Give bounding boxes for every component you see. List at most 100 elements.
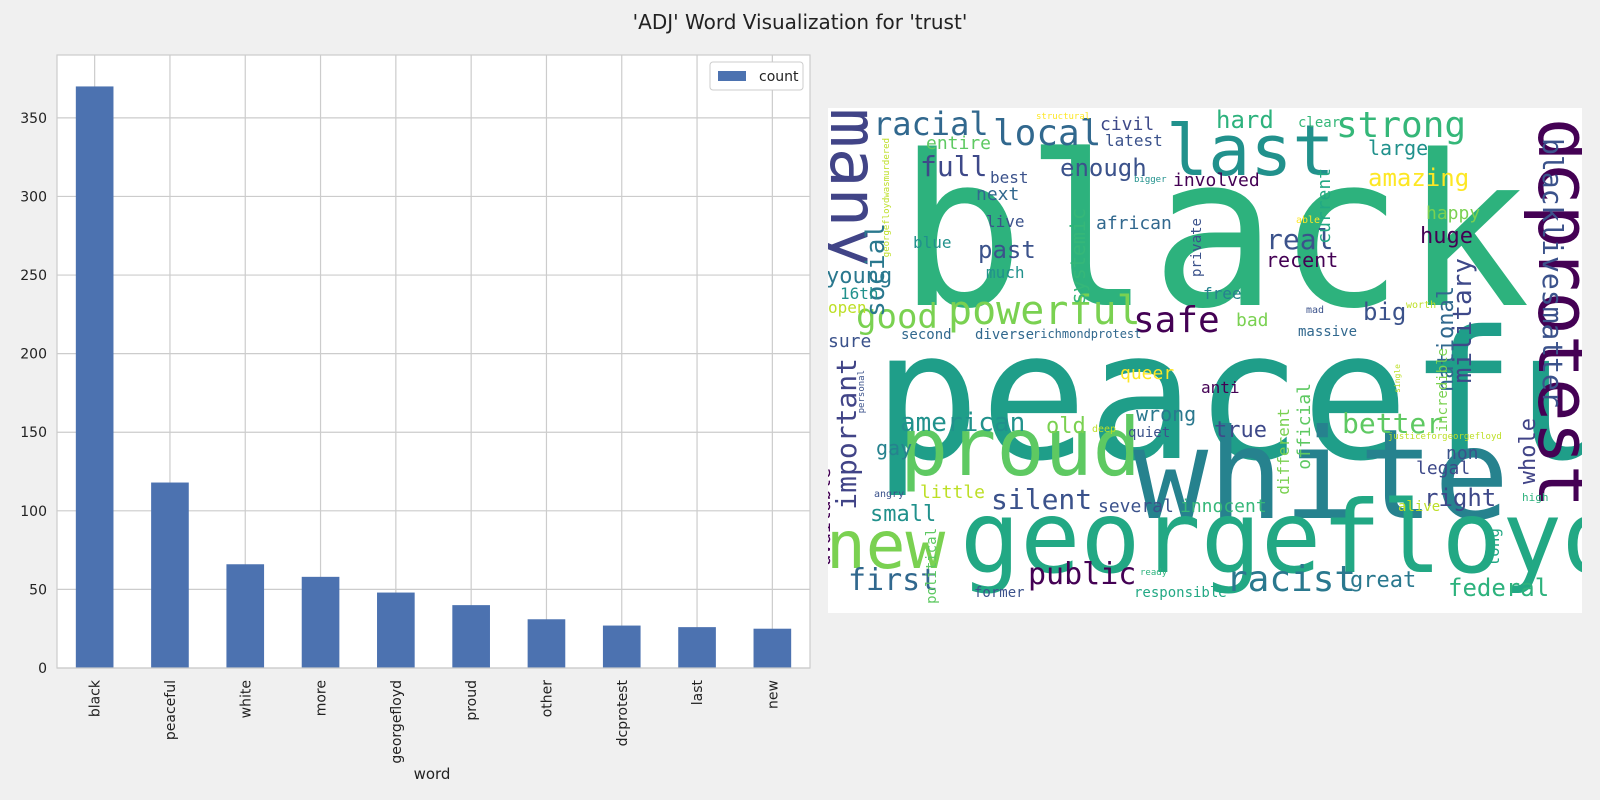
wordcloud-word: public [1028, 557, 1137, 592]
wordcloud-word: non [1446, 443, 1479, 464]
wordcloud-word: justiceforgeorgefloyd [1388, 432, 1502, 442]
wordcloud-word: big [1363, 298, 1407, 326]
wordcloud-word: bigger [1134, 175, 1167, 185]
x-tick-label: proud [464, 680, 480, 721]
wordcloud-word: blacklivesmatter [1536, 138, 1569, 408]
wordcloud-word: proud [900, 401, 1141, 494]
wordcloud-word: bad [1236, 310, 1269, 331]
y-tick-label: 250 [20, 268, 47, 284]
bar-black [75, 86, 114, 668]
wordcloud-word: hard [1216, 108, 1274, 134]
wordcloud-word: former [974, 585, 1025, 601]
wordcloud-word: real [1266, 223, 1334, 256]
legend-swatch [718, 71, 746, 81]
wordcloud-word: innocent [1180, 496, 1267, 517]
wordcloud-word: recent [1266, 248, 1339, 272]
wordcloud-word: amazing [1368, 164, 1470, 192]
x-tick-label: georgefloyd [389, 680, 405, 764]
wordcloud-word: current [1314, 168, 1335, 244]
x-axis-label: word [414, 765, 451, 783]
wordcloud-word: available [828, 468, 835, 566]
x-tick-labels: black peaceful white more georgefloyd proud ot… [88, 679, 782, 764]
wordcloud-word: happy [1426, 203, 1481, 224]
wordcloud-word: right [1424, 484, 1497, 512]
wordcloud-word: new [828, 507, 946, 584]
bar-new [753, 628, 792, 668]
wordcloud-word: small [870, 502, 937, 527]
wordcloud-word: open [828, 298, 867, 317]
wordcloud-word: federal [1448, 574, 1550, 602]
wordcloud-word: whole [1516, 418, 1541, 485]
wordcloud-word: structural [1036, 112, 1091, 122]
wordcloud-word: next [976, 184, 1020, 205]
wordcloud-word: powerful [948, 288, 1141, 334]
bar-dcprotest [602, 625, 641, 668]
wordcloud-word: gay [876, 436, 913, 460]
x-tick-label: new [765, 680, 781, 709]
wordcloud-word: clear [1298, 115, 1341, 131]
bars-group [75, 86, 792, 668]
bar-peaceful [151, 482, 189, 668]
wordcloud-word: high [1522, 491, 1549, 504]
wordcloud-word: 16th [840, 284, 879, 303]
wordcloud-word: mad [1306, 305, 1325, 316]
x-tick-label: other [539, 680, 555, 718]
wordcloud-word: best [990, 168, 1029, 187]
x-tick-label: more [314, 680, 330, 716]
bar-more [301, 576, 340, 668]
wordcloud-word: able [1296, 215, 1321, 226]
wordcloud-word: georgefloydwasmurdered [882, 138, 892, 258]
wordcloud-word: political [924, 528, 940, 604]
x-tick-label: dcprotest [615, 679, 631, 746]
wordcloud-word: long [1484, 528, 1503, 567]
x-tick-label: white [238, 680, 254, 718]
wordcloud-word: richmondprotest [1033, 327, 1142, 341]
wordcloud-word: free [1203, 284, 1242, 303]
wordcloud-word: live [986, 212, 1025, 231]
wordcloud-word: ready [1140, 568, 1168, 578]
wordcloud-word: angry [874, 489, 905, 500]
y-tick-label: 100 [20, 504, 47, 520]
wordcloud-word: african [1096, 213, 1172, 234]
wordcloud-word: huge [1420, 224, 1473, 249]
wordcloud-word: involved [1173, 170, 1260, 191]
wordcloud-word: official [1294, 383, 1315, 470]
wordcloud-word: systemic [1066, 208, 1090, 305]
wordcloud-word: full [920, 150, 988, 183]
wordcloud-word: civil [1100, 114, 1155, 135]
y-tick-label: 350 [20, 111, 47, 127]
wordcloud-word: diverse [975, 327, 1035, 343]
wordcloud-word: massive [1298, 324, 1358, 340]
wordcloud-word: local [993, 113, 1102, 154]
wordcloud-word: legal [1416, 458, 1471, 479]
wordcloud-word: quiet [1128, 425, 1171, 441]
y-tick-label: 50 [29, 582, 47, 598]
y-tick-label: 150 [20, 425, 47, 441]
wordcloud-word: sure [828, 331, 872, 352]
x-tick-label: last [690, 680, 706, 706]
wordcloud-word: queer [1120, 363, 1175, 384]
wordcloud-word: georgefloyd [960, 479, 1582, 596]
bar-other [527, 619, 566, 668]
wordcloud-word: safe [1133, 300, 1220, 341]
wordcloud-word: last [1166, 110, 1335, 192]
wordcloud-word: worth [1406, 300, 1437, 311]
wordcloud-word: anti [1201, 378, 1240, 397]
wordcloud-word: great [1350, 568, 1417, 593]
plot-frame [56, 54, 811, 669]
wordcloud-word: alive [1398, 499, 1441, 515]
wordcloud-word: blue [913, 233, 952, 252]
wordcloud-word: enough [1060, 154, 1147, 182]
bar-last [678, 627, 716, 668]
legend-box [709, 61, 804, 91]
wordcloud-word: better [1342, 407, 1444, 440]
wordcloud-word: good [856, 297, 938, 337]
wordcloud-word: entire [926, 133, 992, 154]
x-tick-label: black [88, 679, 104, 717]
x-tick-label: peaceful [163, 680, 179, 740]
bar-chart: 0 50 100 150 200 250 300 350 black peaceful white… [20, 54, 811, 783]
wordcloud-word: old [1046, 414, 1086, 439]
grid-lines [57, 55, 810, 669]
wordcloud-word: private [1189, 218, 1205, 278]
y-tick-label: 300 [20, 189, 47, 205]
